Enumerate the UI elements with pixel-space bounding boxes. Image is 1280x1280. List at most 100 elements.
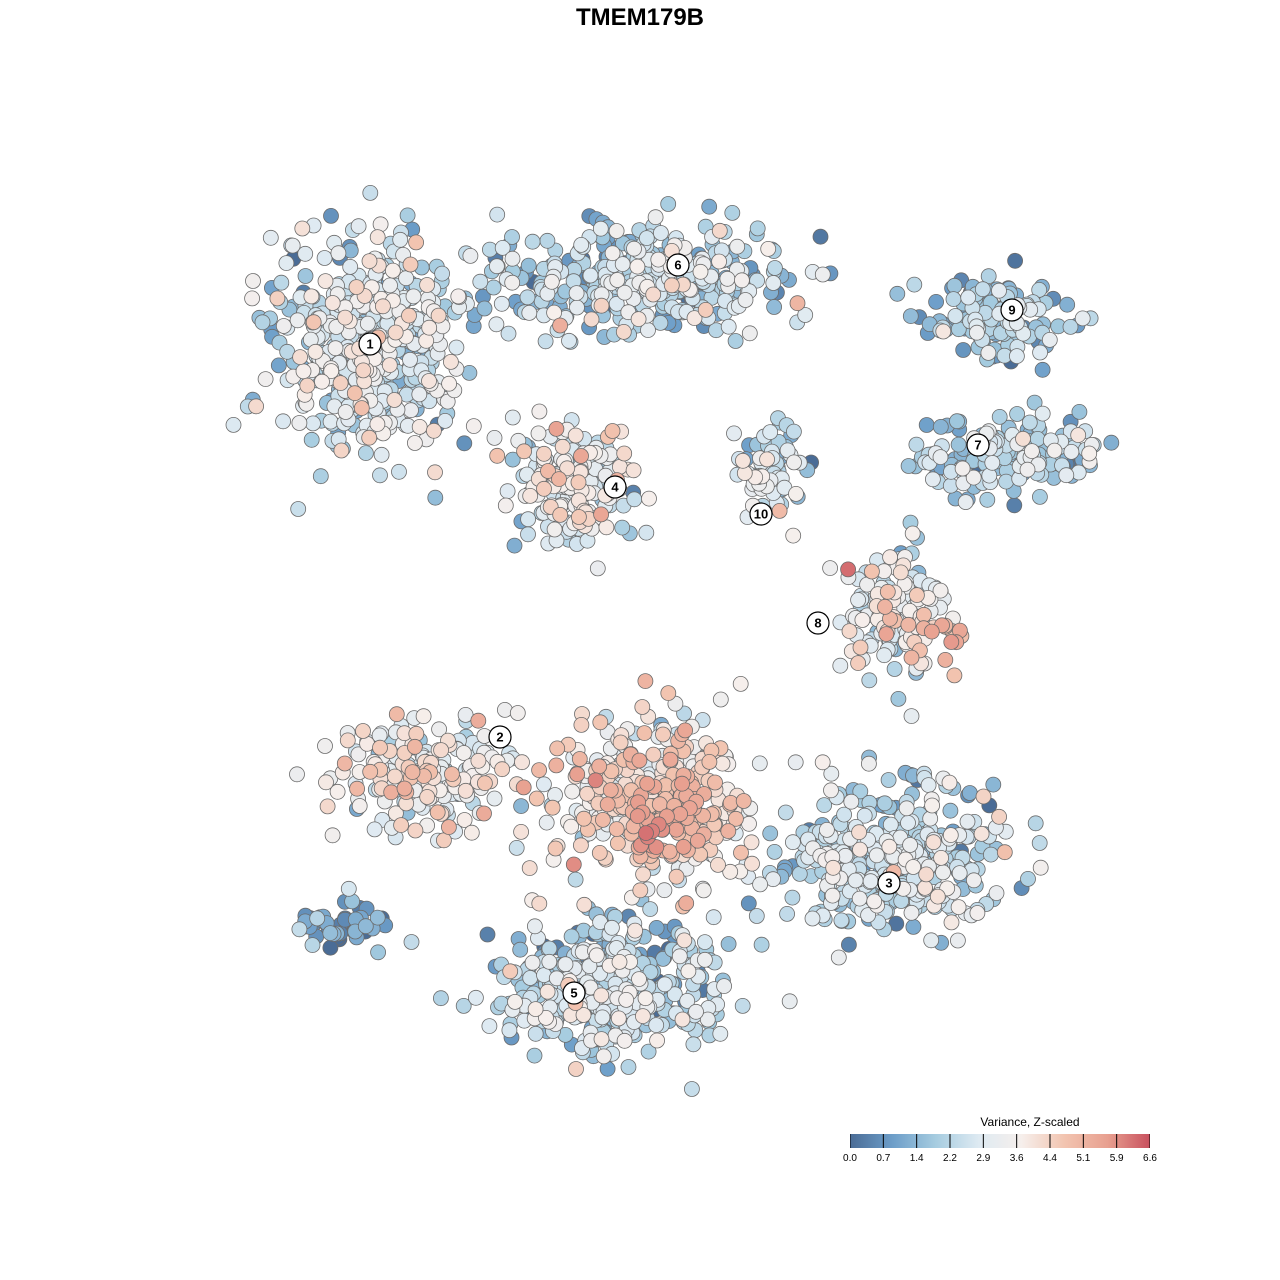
data-point <box>892 564 909 581</box>
data-point <box>760 240 777 257</box>
data-point <box>946 277 963 294</box>
data-point <box>486 790 503 807</box>
data-point <box>289 312 306 329</box>
data-point <box>225 416 242 433</box>
data-point <box>527 1025 544 1042</box>
data-point <box>305 415 321 432</box>
data-point <box>903 708 920 724</box>
data-point <box>1032 859 1049 876</box>
data-point <box>440 819 457 835</box>
data-point <box>719 270 736 287</box>
data-point <box>640 1043 657 1060</box>
data-point <box>852 841 868 858</box>
data-point <box>639 775 656 792</box>
data-point <box>294 220 311 237</box>
data-point <box>625 462 642 479</box>
data-point <box>421 373 437 389</box>
data-point <box>340 880 357 897</box>
data-point <box>942 827 959 843</box>
cluster-label-text: 2 <box>496 730 503 745</box>
data-point <box>305 314 322 331</box>
data-point <box>632 882 649 899</box>
data-point <box>593 1031 610 1047</box>
data-point <box>324 827 341 844</box>
data-point <box>903 649 920 666</box>
data-point <box>961 785 978 801</box>
data-point <box>711 222 728 239</box>
data-point <box>520 257 537 274</box>
data-point <box>467 989 484 1006</box>
data-point <box>950 436 967 453</box>
data-point <box>660 685 677 701</box>
data-point <box>902 308 919 325</box>
data-point <box>515 779 532 796</box>
data-point <box>1070 427 1087 444</box>
data-point <box>403 402 419 419</box>
data-point <box>470 752 487 769</box>
data-point <box>254 314 271 331</box>
data-point <box>421 319 438 336</box>
data-point <box>402 351 418 368</box>
data-point <box>504 409 521 426</box>
data-point <box>386 392 403 408</box>
data-point <box>587 772 604 789</box>
cluster-label-text: 9 <box>1008 303 1015 318</box>
data-point <box>612 734 629 751</box>
data-point <box>933 850 949 866</box>
data-point <box>945 291 962 308</box>
data-point <box>880 772 897 788</box>
data-point <box>712 691 729 708</box>
data-point <box>552 317 568 334</box>
data-point <box>917 880 933 896</box>
data-point <box>671 948 688 965</box>
data-point <box>1041 331 1058 348</box>
data-point <box>520 526 536 543</box>
data-point <box>314 373 330 390</box>
data-point <box>1020 871 1036 887</box>
data-point <box>928 293 944 310</box>
data-point <box>369 229 386 246</box>
data-point <box>396 780 413 797</box>
data-point <box>609 272 626 288</box>
data-point <box>290 501 307 517</box>
data-point <box>292 349 309 366</box>
data-point <box>604 423 621 439</box>
data-point <box>522 970 539 986</box>
data-point <box>429 804 446 821</box>
data-point <box>886 661 903 677</box>
data-point <box>635 1008 651 1024</box>
data-point <box>642 901 659 917</box>
data-point <box>499 483 516 500</box>
data-point <box>645 286 662 303</box>
data-point <box>289 766 305 783</box>
data-point <box>950 899 967 915</box>
data-point <box>317 738 333 754</box>
data-point <box>1032 488 1048 505</box>
data-point <box>937 652 954 668</box>
data-point <box>526 1047 543 1064</box>
data-point <box>720 318 737 335</box>
data-point <box>851 890 868 907</box>
data-point <box>336 755 353 772</box>
data-point <box>943 914 960 931</box>
data-point <box>383 784 400 801</box>
data-point <box>716 978 732 994</box>
data-point <box>814 266 831 283</box>
data-point <box>500 325 517 342</box>
data-point <box>1058 467 1075 484</box>
cluster-label-5: 5 <box>562 981 586 1005</box>
data-point <box>1071 403 1088 420</box>
chart-title: TMEM179B <box>575 4 705 31</box>
data-point <box>257 371 274 388</box>
data-point <box>552 507 569 523</box>
data-point <box>387 324 404 341</box>
data-point <box>660 196 677 212</box>
data-point <box>726 425 742 442</box>
data-point <box>908 436 925 453</box>
data-point <box>984 454 1001 471</box>
data-point <box>925 834 942 851</box>
data-point <box>1046 442 1063 459</box>
data-point <box>524 233 541 250</box>
data-point <box>573 448 589 464</box>
